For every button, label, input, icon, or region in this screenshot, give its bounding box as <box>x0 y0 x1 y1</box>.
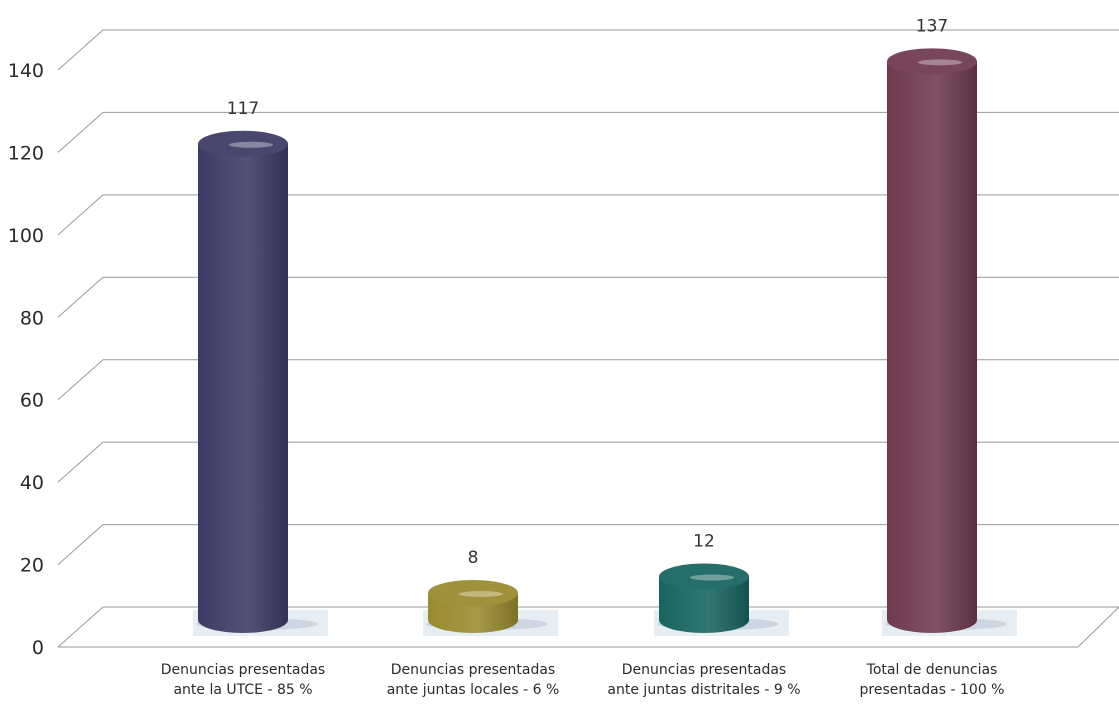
y-tick-label: 100 <box>8 225 44 247</box>
bar <box>198 130 288 634</box>
floor-edge <box>58 606 1119 648</box>
y-tick-label: 120 <box>8 142 44 164</box>
data-label: 8 <box>468 548 479 568</box>
y-tick-label: 20 <box>20 555 44 577</box>
y-tick-label: 80 <box>20 307 44 329</box>
x-tick-label: Denuncias presentadas ante juntas distrit… <box>607 662 800 698</box>
gridline <box>57 441 1119 483</box>
data-label: 12 <box>693 532 715 552</box>
data-labels: 117 8 12 137 <box>227 16 948 568</box>
bar <box>428 580 518 633</box>
x-tick-label: Denuncias presentadas ante juntas locales… <box>387 662 560 698</box>
bar <box>887 48 977 634</box>
y-tick-label: 40 <box>20 472 44 494</box>
gridline <box>57 111 1119 153</box>
gridline <box>57 606 1119 648</box>
gridline <box>57 29 1119 71</box>
x-tick-label: Total de denuncias presentadas - 100 % <box>860 662 1005 698</box>
gridline <box>57 359 1119 401</box>
x-tick-label: Denuncias presentadas ante la UTCE - 85 % <box>161 662 325 698</box>
chart-grid <box>57 29 1119 648</box>
y-tick-label: 0 <box>32 637 44 659</box>
gridline <box>57 524 1119 565</box>
bar <box>659 563 749 633</box>
data-label: 117 <box>227 99 259 119</box>
y-tick-label: 60 <box>20 390 44 412</box>
y-axis: 0 20 40 60 80 100 120 140 <box>8 60 44 659</box>
x-axis: Denuncias presentadas ante la UTCE - 85 %… <box>161 662 1005 698</box>
bar-series <box>193 48 1017 636</box>
y-tick-label: 140 <box>8 60 44 82</box>
gridline <box>57 194 1119 236</box>
data-label: 137 <box>916 16 948 36</box>
gridline <box>57 276 1119 318</box>
